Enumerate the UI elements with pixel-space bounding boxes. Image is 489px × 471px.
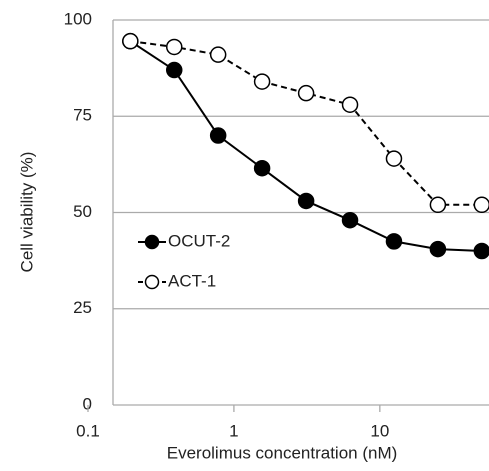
y-tick-label: 25 — [73, 298, 92, 317]
point — [122, 32, 139, 50]
x-tick-label: 0.1 — [76, 421, 100, 440]
point — [429, 240, 447, 258]
point — [253, 73, 271, 90]
y-tick-label: 50 — [73, 202, 92, 221]
point — [429, 196, 447, 214]
point — [385, 233, 403, 250]
y-axis-label: Cell viability (%) — [17, 152, 36, 273]
point — [341, 96, 359, 113]
point — [473, 242, 489, 260]
y-tick-label: 100 — [64, 9, 92, 28]
x-tick-label: 10 — [370, 421, 389, 440]
legend-marker — [144, 274, 160, 290]
point — [165, 61, 183, 79]
x-axis-label: Everolimus concentration (nM) — [167, 443, 398, 462]
point — [473, 196, 489, 214]
series-line — [129, 40, 482, 252]
point — [209, 46, 227, 63]
legend-label: OCUT-2 — [168, 231, 230, 250]
y-tick-label: 75 — [73, 106, 92, 125]
point — [341, 211, 359, 229]
x-tick-label: 1 — [229, 421, 238, 440]
series-line — [130, 40, 482, 206]
point — [165, 38, 183, 56]
legend-marker — [144, 234, 160, 250]
point — [297, 84, 315, 102]
legend-label: ACT-1 — [168, 271, 216, 290]
point — [385, 150, 403, 167]
point — [209, 127, 227, 144]
point — [253, 159, 271, 177]
y-tick-label: 0 — [83, 394, 92, 413]
point — [297, 192, 315, 210]
